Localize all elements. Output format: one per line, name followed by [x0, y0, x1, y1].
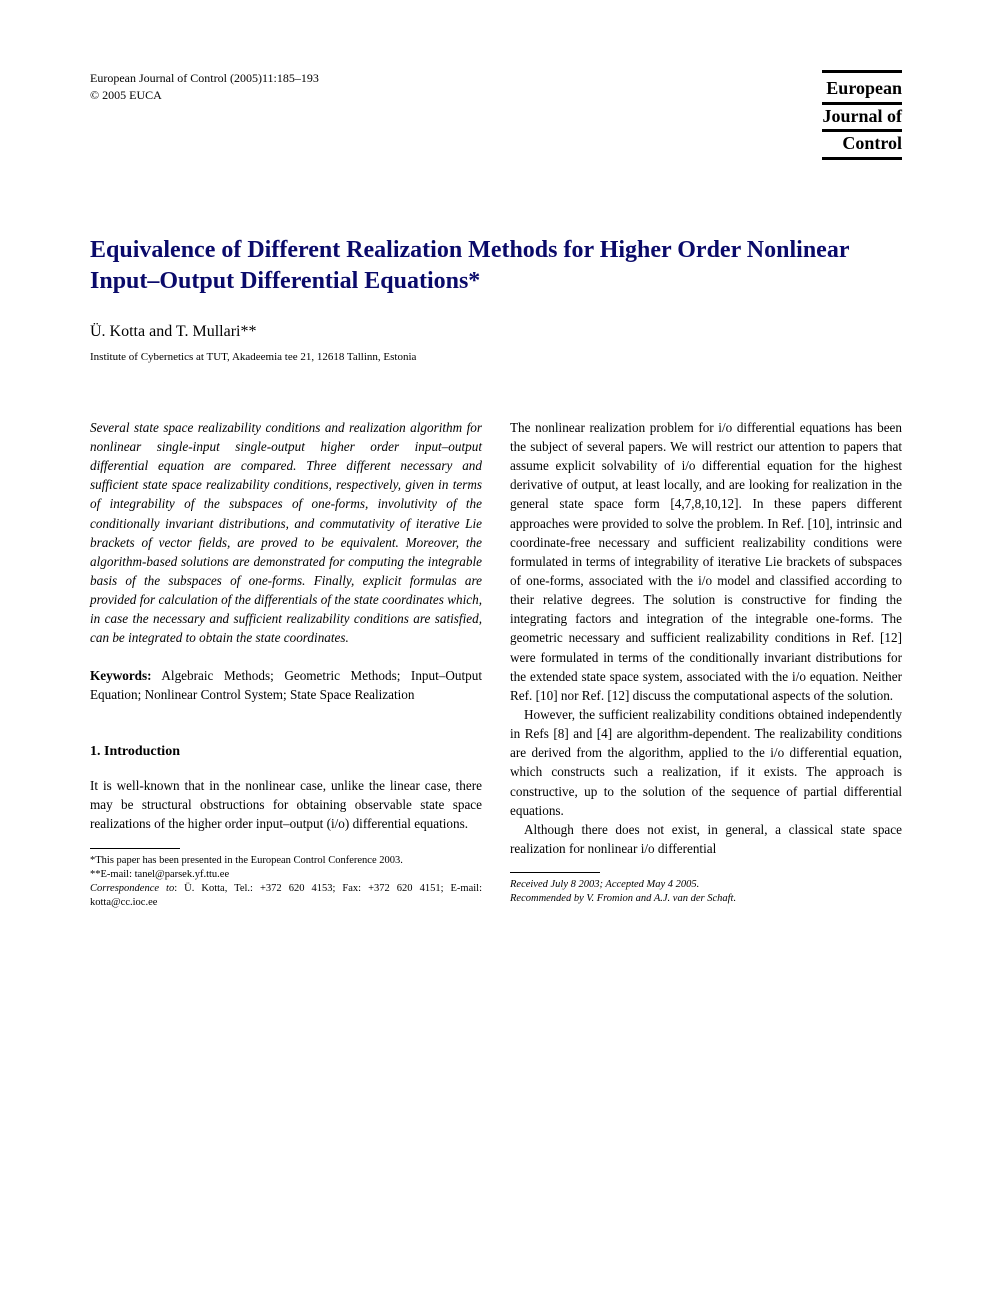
footnote-separator: [90, 848, 180, 849]
journal-box-line: Journal of: [822, 105, 902, 133]
header-row: European Journal of Control (2005)11:185…: [90, 70, 902, 160]
journal-box-line: European: [822, 77, 902, 105]
footnote-conference: *This paper has been presented in the Eu…: [90, 854, 482, 868]
section-heading-intro: 1. Introduction: [90, 742, 482, 762]
authors: Ü. Kotta and T. Mullari**: [90, 323, 902, 341]
footnote-left: *This paper has been presented in the Eu…: [90, 854, 482, 911]
body-paragraph: However, the sufficient realizability co…: [510, 705, 902, 820]
paper-title: Equivalence of Different Realization Met…: [90, 235, 902, 297]
two-column-body: Several state space realizability condit…: [90, 418, 902, 910]
body-paragraph: The nonlinear realization problem for i/…: [510, 418, 902, 705]
journal-copyright: © 2005 EUCA: [90, 87, 319, 104]
body-paragraph: Although there does not exist, in genera…: [510, 820, 902, 858]
keywords-label: Keywords:: [90, 668, 152, 683]
footnote-separator: [510, 872, 600, 873]
journal-meta: European Journal of Control (2005)11:185…: [90, 70, 319, 104]
keywords: Keywords: Algebraic Methods; Geometric M…: [90, 666, 482, 704]
column-right: The nonlinear realization problem for i/…: [510, 418, 902, 910]
affiliation: Institute of Cybernetics at TUT, Akadeem…: [90, 351, 902, 363]
abstract: Several state space realizability condit…: [90, 418, 482, 648]
footnote-right: Received July 8 2003; Accepted May 4 200…: [510, 878, 902, 906]
footnote-received: Received July 8 2003; Accepted May 4 200…: [510, 878, 902, 892]
correspondence-label: Correspondence to: [90, 883, 174, 894]
intro-paragraph: It is well-known that in the nonlinear c…: [90, 776, 482, 833]
footnote-correspondence: Correspondence to: Ü. Kotta, Tel.: +372 …: [90, 882, 482, 910]
journal-box-line: Control: [822, 132, 902, 160]
column-left: Several state space realizability condit…: [90, 418, 482, 910]
journal-citation: European Journal of Control (2005)11:185…: [90, 70, 319, 87]
journal-box: European Journal of Control: [822, 70, 902, 160]
footnote-email: **E-mail: tanel@parsek.yf.ttu.ee: [90, 868, 482, 882]
footnote-recommended: Recommended by V. Fromion and A.J. van d…: [510, 892, 902, 906]
